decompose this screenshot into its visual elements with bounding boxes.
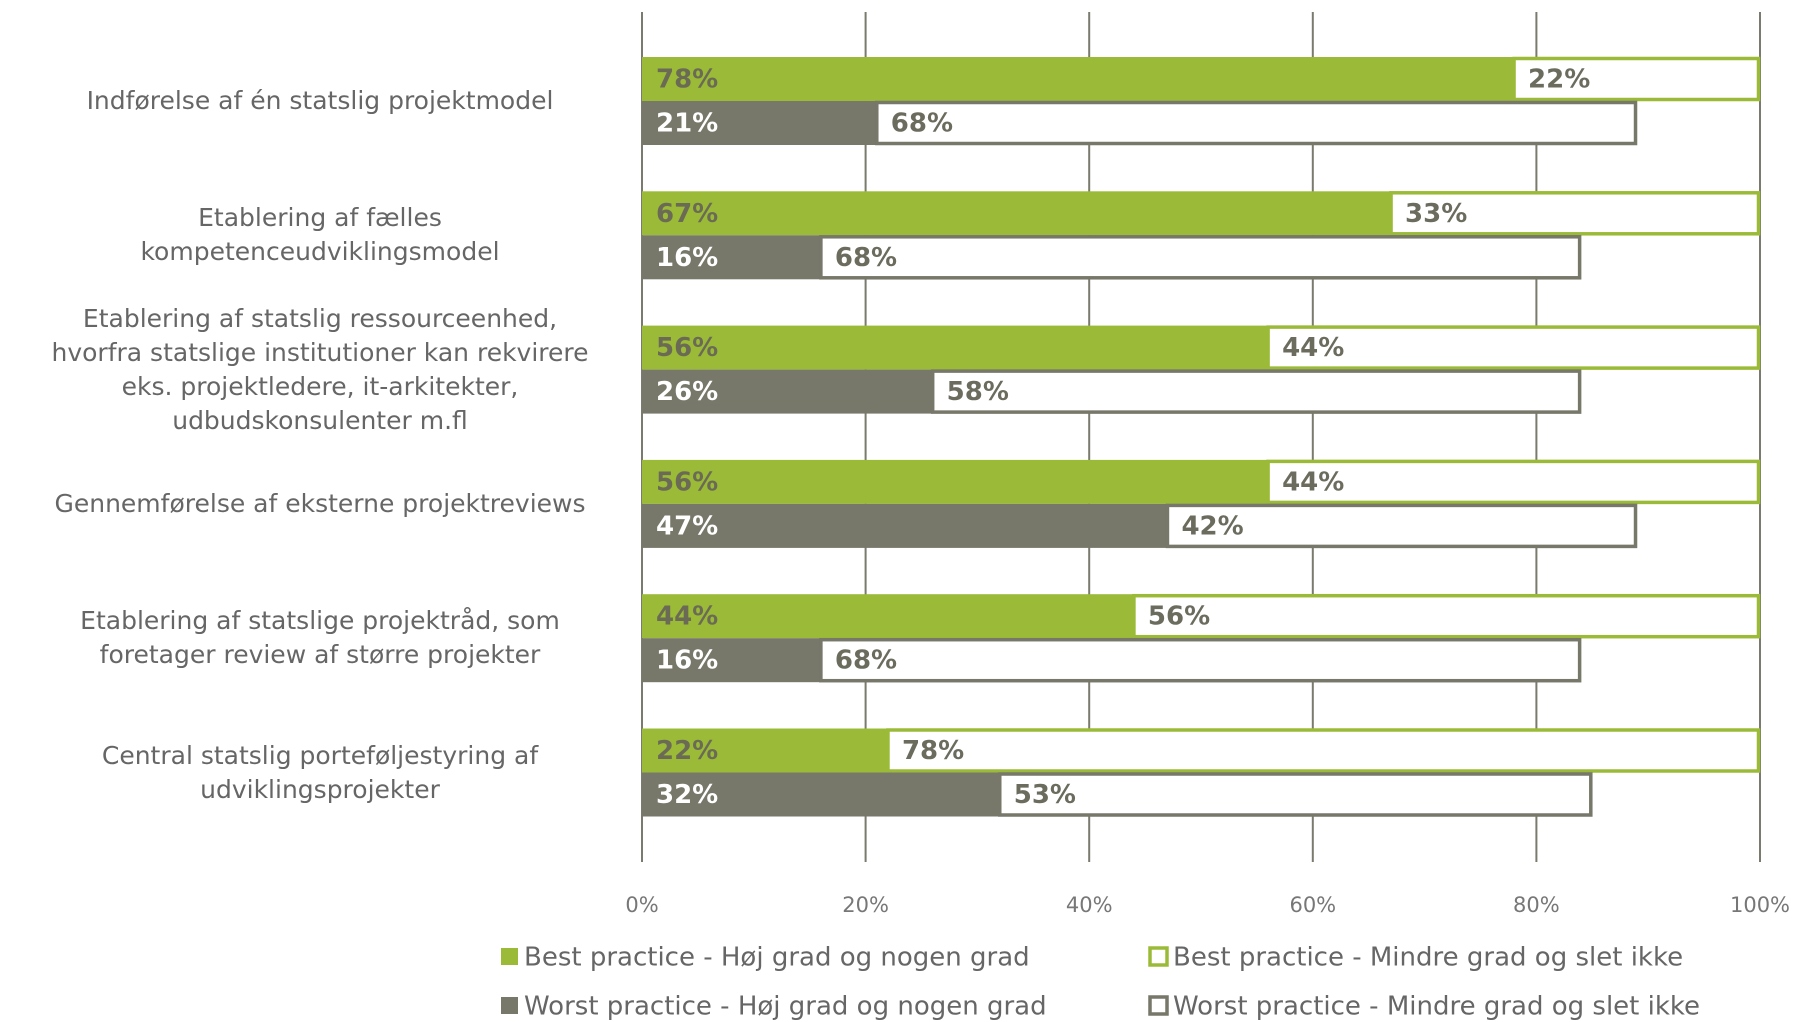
value-label: 16%: [656, 646, 718, 676]
legend-marker: [1150, 997, 1167, 1014]
value-label: 16%: [656, 243, 718, 273]
value-label: 67%: [656, 199, 718, 229]
value-label: 22%: [1528, 65, 1590, 95]
value-label: 47%: [656, 511, 718, 541]
x-tick-label: 60%: [1289, 893, 1336, 917]
bar-segment: [642, 504, 1167, 548]
value-label: 78%: [902, 736, 964, 766]
bar-segment: [877, 103, 1636, 144]
value-label: 26%: [656, 377, 718, 407]
bar-segment: [642, 460, 1268, 504]
value-label: 56%: [656, 467, 718, 497]
chart: 0% 20% 40% 60% 80% 100% 78% 22% 21% 68% 67% 33% 16% 6…: [0, 0, 1800, 1022]
bar-segment: [642, 57, 1514, 101]
value-label: 42%: [1181, 511, 1243, 541]
category-label: Etablering af fælles kompetenceudvikling…: [0, 201, 640, 269]
x-tick-label: 40%: [1066, 893, 1113, 917]
legend-label: Best practice - Mindre grad og slet ikke: [1173, 943, 1683, 973]
category-label: Gennemførelse af eksterne projektreviews: [0, 487, 640, 521]
bar-segment: [821, 640, 1580, 681]
legend-marker: [1150, 948, 1167, 965]
legend-marker: [501, 948, 518, 965]
value-label: 53%: [1014, 780, 1076, 810]
value-label: 21%: [656, 109, 718, 139]
x-tick-label: 0%: [625, 893, 658, 917]
value-label: 44%: [1282, 467, 1344, 497]
legend-label: Worst practice - Mindre grad og slet ikk…: [1173, 992, 1700, 1022]
bar-segment: [1000, 774, 1591, 815]
value-label: 58%: [947, 377, 1009, 407]
value-label: 32%: [656, 780, 718, 810]
value-label: 68%: [835, 646, 897, 676]
value-label: 56%: [1148, 602, 1210, 632]
category-label: Etablering af statslige projektråd, som …: [0, 604, 640, 672]
x-tick-label: 100%: [1730, 893, 1790, 917]
category-label: Central statslig porteføljestyring af ud…: [0, 739, 640, 807]
category-label: Etablering af statslig ressourceenhed, h…: [0, 302, 640, 438]
bar-segment: [642, 191, 1391, 235]
x-tick-label: 80%: [1513, 893, 1560, 917]
legend-label: Worst practice - Høj grad og nogen grad: [524, 992, 1047, 1022]
value-label: 78%: [656, 65, 718, 95]
x-tick-label: 20%: [842, 893, 889, 917]
value-label: 44%: [656, 602, 718, 632]
value-label: 56%: [656, 333, 718, 363]
value-label: 68%: [835, 243, 897, 273]
value-label: 22%: [656, 736, 718, 766]
bar-segment: [1134, 596, 1759, 637]
bar-segment: [888, 730, 1759, 771]
value-label: 44%: [1282, 333, 1344, 363]
value-label: 68%: [891, 109, 953, 139]
legend-marker: [501, 997, 518, 1014]
bar-segment: [821, 237, 1580, 278]
value-label: 33%: [1405, 199, 1467, 229]
category-label: Indførelse af én statslig projektmodel: [0, 84, 640, 118]
bar-segment: [933, 371, 1580, 412]
legend-label: Best practice - Høj grad og nogen grad: [524, 943, 1030, 973]
bar-segment: [642, 326, 1268, 370]
